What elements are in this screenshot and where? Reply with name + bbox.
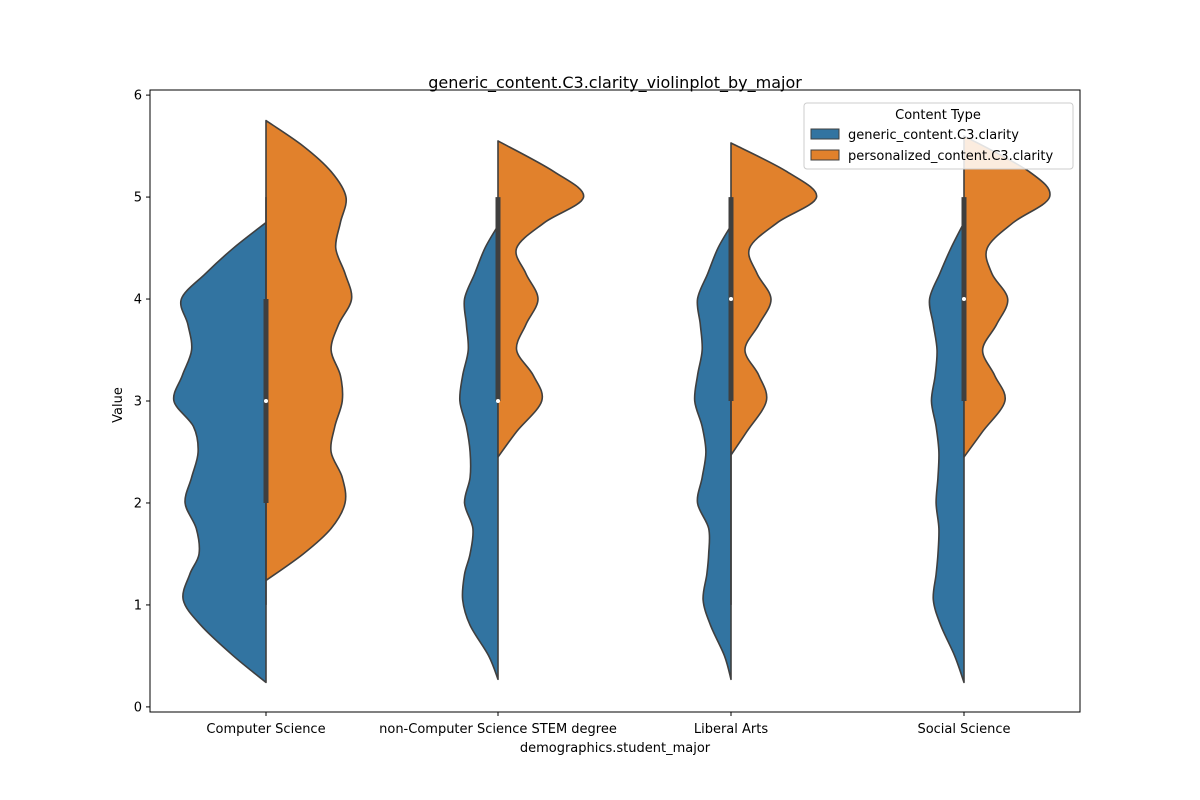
y-tick-label-2: 2 [134, 496, 142, 511]
legend-swatch-1 [810, 149, 840, 161]
y-tick-label-0: 0 [134, 700, 142, 715]
legend-label-0: generic_content.C3.clarity [848, 128, 1019, 143]
x-tick-label-2: Liberal Arts [694, 722, 768, 737]
box-markers-layer [263, 197, 967, 605]
y-tick-label-5: 5 [134, 191, 142, 206]
x-tick-label-1: non-Computer Science STEM degree [379, 722, 617, 737]
violin-personalized-3 [963, 135, 1051, 458]
violin-generic-0 [172, 221, 267, 684]
violin-generic-2 [693, 224, 732, 681]
legend: Content Type generic_content.C3.clarityp… [803, 102, 1074, 170]
box-median-3 [962, 297, 966, 302]
y-tick-label-1: 1 [134, 598, 142, 613]
legend-title: Content Type [895, 108, 981, 123]
box-median-0 [264, 399, 268, 403]
violins-layer [172, 119, 1051, 684]
x-axis-label: demographics.student_major [520, 741, 711, 756]
violin-generic-1 [458, 224, 499, 681]
legend-swatch-0 [810, 128, 840, 140]
y-axis: 0 1 2 3 4 5 6 [134, 89, 150, 715]
box-median-1 [496, 399, 500, 403]
x-tick-label-3: Social Science [917, 722, 1010, 737]
legend-label-1: personalized_content.C3.clarity [848, 149, 1053, 164]
x-axis: Computer Science non-Computer Science STE… [206, 712, 1011, 737]
y-tick-label-6: 6 [134, 89, 142, 104]
violin-personalized-0 [265, 119, 353, 582]
violin-generic-3 [928, 221, 965, 684]
y-tick-label-3: 3 [134, 395, 142, 410]
x-tick-label-0: Computer Science [206, 722, 325, 737]
violin-personalized-1 [497, 140, 585, 458]
y-tick-label-4: 4 [134, 293, 142, 308]
violin-personalized-2 [730, 142, 818, 456]
box-median-2 [729, 297, 733, 302]
legend-frame [803, 102, 1074, 170]
y-axis-label: Value [111, 387, 126, 423]
chart-title: generic_content.C3.clarity_violinplot_by… [428, 73, 802, 93]
